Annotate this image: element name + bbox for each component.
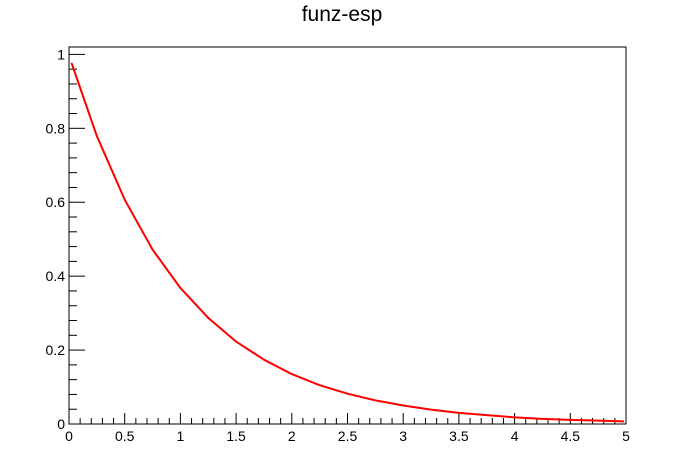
y-axis: 0 0.2 0.4 0.6 0.8 1 [46, 46, 85, 432]
y-tick-label: 0.2 [46, 342, 66, 358]
x-tick-label: 0 [65, 428, 73, 444]
x-tick-label: 0.5 [115, 428, 135, 444]
x-axis: 0 0.5 1 1.5 2 2.5 3 3.5 4 4.5 5 [65, 413, 630, 444]
series-line [70, 62, 625, 423]
y-tick-label: 0.8 [46, 120, 66, 136]
x-tick-label: 3.5 [449, 428, 469, 444]
x-tick-label: 2.5 [338, 428, 358, 444]
x-tick-label: 1 [177, 428, 185, 444]
x-tick-label: 4 [511, 428, 519, 444]
y-tick-label: 0 [57, 416, 65, 432]
x-tick-label: 1.5 [226, 428, 246, 444]
y-tick-label: 1 [57, 46, 65, 62]
x-tick-label: 3 [399, 428, 407, 444]
series-layer [70, 62, 625, 423]
y-tick-label: 0.4 [46, 268, 66, 284]
x-tick-label: 2 [288, 428, 296, 444]
y-tick-label: 0.6 [46, 194, 66, 210]
plot-frame [68, 46, 627, 425]
x-tick-label: 5 [622, 428, 630, 444]
x-tick-label: 4.5 [561, 428, 581, 444]
chart-title: funz-esp [302, 3, 383, 26]
